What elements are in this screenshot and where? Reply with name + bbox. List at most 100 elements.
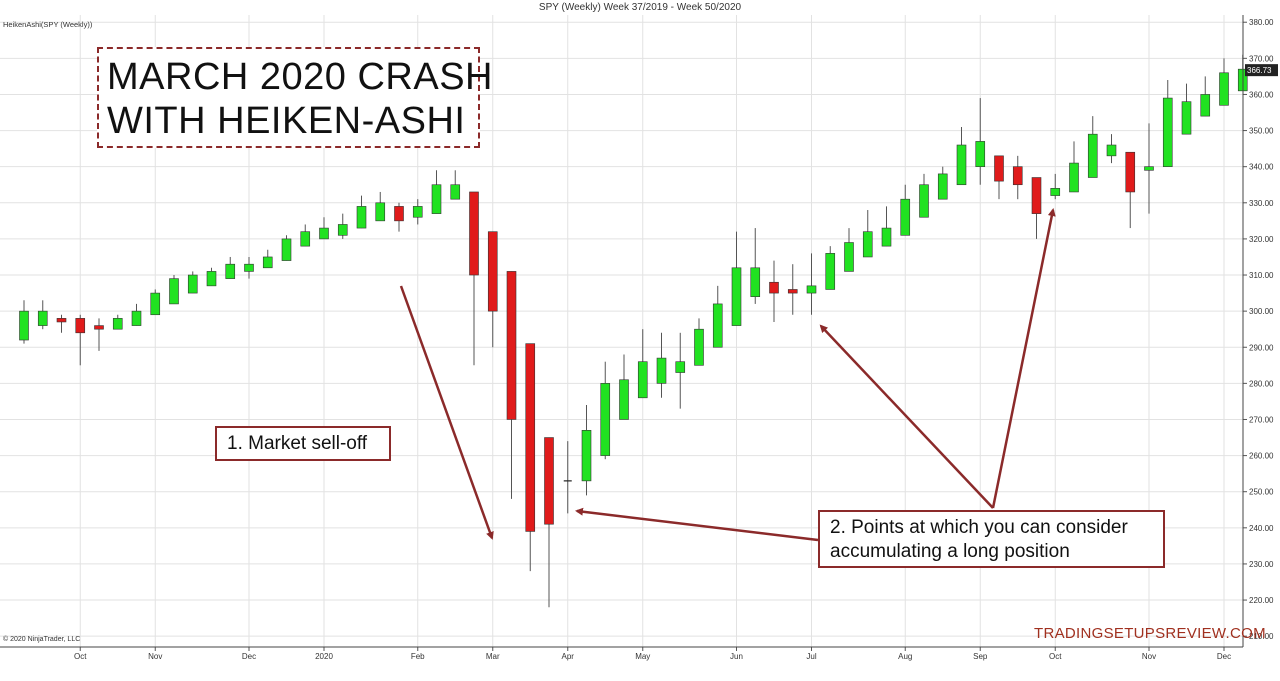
candle-body — [1069, 162, 1079, 193]
candle-body — [881, 227, 892, 247]
candle-body — [412, 206, 423, 218]
candle-body — [694, 328, 704, 366]
candle-body — [900, 198, 911, 236]
candle-body — [187, 274, 198, 294]
candles — [19, 54, 1248, 608]
candle-body — [262, 256, 273, 269]
candle-body — [281, 238, 292, 261]
candle-body — [994, 155, 1004, 182]
accumulation-note-line-1: 2. Points at which you can consider — [830, 517, 1128, 538]
candle-body — [787, 289, 798, 294]
candle-body — [450, 184, 461, 200]
candle-body — [862, 231, 873, 258]
candle-body — [75, 318, 86, 334]
x-tick-label: Oct — [1049, 652, 1062, 661]
candle-body — [956, 144, 967, 186]
candle-body — [150, 292, 161, 316]
candle-body — [544, 437, 554, 525]
candle-body — [131, 310, 142, 326]
headline-line-2: WITH HEIKEN-ASHI — [107, 100, 466, 142]
candle-body — [487, 231, 498, 312]
long-arrow-2 — [819, 324, 994, 509]
long-arrow-1 — [575, 507, 819, 542]
candle-body — [37, 310, 48, 326]
candle-body — [300, 231, 311, 247]
candle-body — [525, 343, 536, 532]
y-tick-label: 290.00 — [1249, 343, 1274, 352]
candle-body — [769, 281, 779, 294]
y-tick-label: 340.00 — [1249, 163, 1274, 172]
accumulation-note: 2. Points at which you can consider accu… — [818, 510, 1165, 568]
indicator-label: HeikenAshi(SPY (Weekly)) — [3, 20, 93, 29]
candle-body — [1162, 97, 1173, 167]
last-price-tag — [1245, 64, 1278, 77]
candle-body — [112, 318, 123, 330]
accumulation-note-line-2: accumulating a long position — [830, 541, 1070, 562]
x-tick-label: Oct — [74, 652, 87, 661]
candle-body — [1200, 94, 1211, 117]
candle-body — [1012, 166, 1023, 186]
candle-body — [844, 242, 854, 272]
candle-body — [656, 357, 667, 384]
candle-body — [806, 285, 817, 294]
y-tick-label: 280.00 — [1249, 379, 1274, 388]
sell-off-arrow — [399, 285, 494, 540]
y-tick-label: 250.00 — [1249, 488, 1274, 497]
candle-body — [1031, 177, 1042, 214]
candle-body — [506, 271, 517, 420]
y-tick-label: 360.00 — [1249, 90, 1274, 99]
x-tick-label: Jul — [806, 652, 816, 661]
x-tick-label: May — [635, 652, 650, 661]
y-tick-label: 310.00 — [1249, 271, 1274, 280]
x-tick-label: Aug — [898, 652, 912, 661]
candle-body — [675, 361, 686, 373]
candle-body — [375, 202, 386, 222]
candle-body — [937, 173, 948, 200]
long-arrow-3 — [991, 208, 1056, 509]
last-price-label: 366.73 — [1247, 66, 1272, 75]
headline-line-1: MARCH 2020 CRASH — [107, 56, 493, 98]
candle-body — [394, 206, 404, 222]
candle-body — [225, 263, 236, 279]
candle-body — [750, 267, 761, 297]
candle-body — [431, 184, 442, 214]
y-tick-label: 350.00 — [1249, 127, 1274, 136]
candle-body — [1106, 144, 1117, 157]
candle-body — [825, 253, 836, 290]
x-tick-label: Apr — [562, 652, 575, 661]
candle-body — [469, 191, 479, 276]
candle-body — [1125, 151, 1136, 193]
x-tick-label: Dec — [1217, 652, 1231, 661]
x-tick-label: Sep — [973, 652, 988, 661]
candle-body — [169, 278, 179, 305]
headline-box: MARCH 2020 CRASH WITH HEIKEN-ASHI — [97, 47, 493, 148]
y-tick-label: 240.00 — [1249, 524, 1274, 533]
chart-title: SPY (Weekly) Week 37/2019 - Week 50/2020 — [538, 2, 742, 13]
candle-body — [1050, 188, 1061, 196]
y-tick-label: 210.00 — [1249, 632, 1274, 641]
annotation-arrows — [399, 208, 1056, 542]
candle-body — [619, 379, 629, 420]
sell-off-note-text: 1. Market sell-off — [227, 433, 368, 454]
candle-body — [19, 310, 29, 341]
copyright-text: © 2020 NinjaTrader, LLC — [3, 636, 81, 643]
y-tick-label: 380.00 — [1249, 18, 1274, 27]
x-tick-label: Nov — [1142, 652, 1156, 661]
candle-body — [244, 263, 254, 272]
candle-body — [600, 383, 611, 456]
candle-body — [1219, 72, 1229, 106]
candle-body — [731, 267, 742, 326]
candle-body — [581, 430, 592, 482]
y-tick-label: 330.00 — [1249, 199, 1274, 208]
candle-body — [712, 303, 723, 348]
candle-body — [975, 141, 986, 167]
candle-body — [356, 206, 367, 229]
y-tick-label: 370.00 — [1249, 54, 1274, 63]
x-tick-label: 2020 — [315, 652, 333, 661]
candle-body — [337, 224, 348, 236]
sell-off-note: 1. Market sell-off — [215, 426, 391, 461]
candle-body — [637, 361, 648, 399]
x-tick-label: Nov — [148, 652, 162, 661]
y-tick-label: 300.00 — [1249, 307, 1274, 316]
